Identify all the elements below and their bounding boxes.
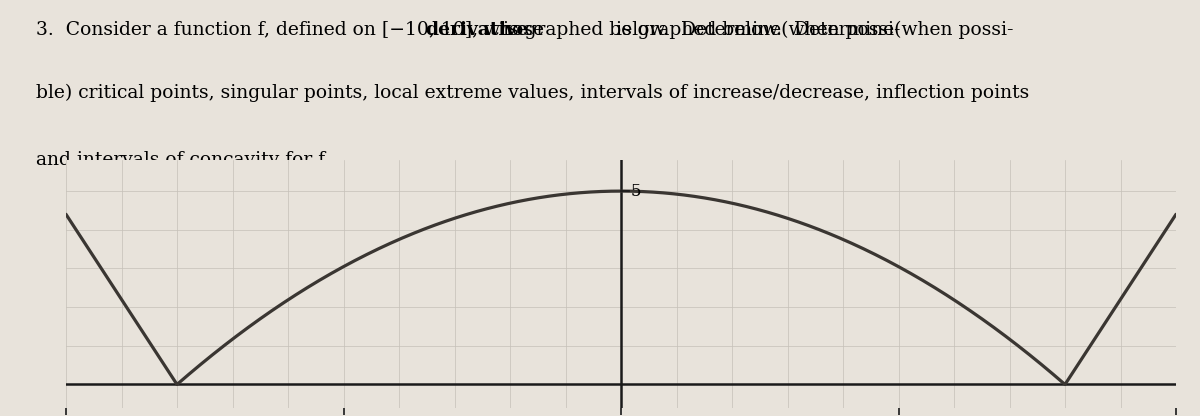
Text: 3.  Consider a function f, defined on [−10, 10], whose            is graphed bel: 3. Consider a function f, defined on [−1… — [36, 21, 1014, 39]
Text: 5: 5 — [631, 183, 642, 200]
Text: and intervals of concavity for f.: and intervals of concavity for f. — [36, 151, 330, 168]
Text: derivative: derivative — [426, 21, 529, 39]
Text: ble) critical points, singular points, local extreme values, intervals of increa: ble) critical points, singular points, l… — [36, 84, 1030, 102]
Text: is graphed below.  Determine(when possi-: is graphed below. Determine(when possi- — [497, 21, 900, 39]
